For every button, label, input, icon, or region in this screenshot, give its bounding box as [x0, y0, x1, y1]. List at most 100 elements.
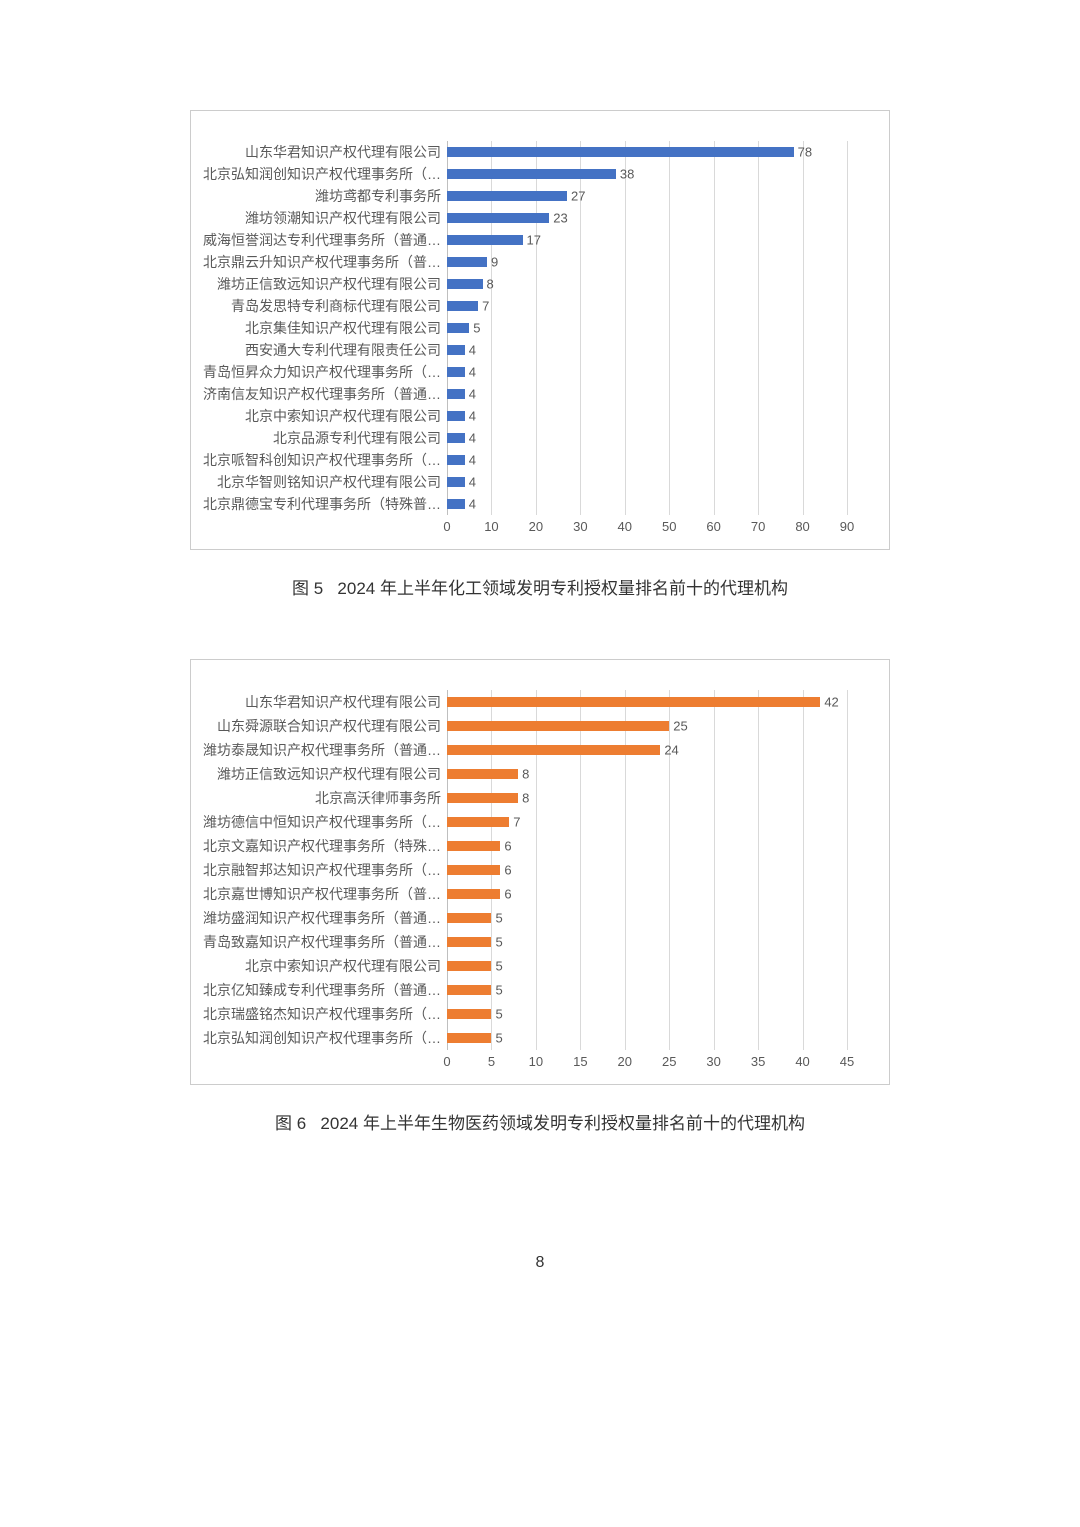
bar-row: 潍坊德信中恒知识产权代理事务所（… 7	[191, 810, 859, 834]
bar-row: 北京中索知识产权代理有限公司 4	[191, 405, 859, 427]
bar-value: 5	[495, 1031, 502, 1046]
page: 山东华君知识产权代理有限公司 7 8 北京弘知润创知识产权代理事务所（… 38 潍…	[0, 0, 1080, 1332]
bar	[447, 367, 465, 377]
chart-6-caption: 图 6 2024 年上半年生物医药领域发明专利授权量排名前十的代理机构	[0, 1109, 1080, 1134]
caption-text: 2024 年上半年生物医药领域发明专利授权量排名前十的代理机构	[320, 1114, 805, 1133]
bar	[447, 433, 465, 443]
x-tick: 45	[840, 1054, 854, 1069]
x-tick: 0	[443, 519, 450, 534]
bar-plot: 5	[447, 317, 859, 339]
bar-value: 6	[504, 887, 511, 902]
bar-label: 北京高沃律师事务所	[191, 788, 447, 808]
bar-label: 山东舜源联合知识产权代理有限公司	[191, 716, 447, 736]
bar	[447, 191, 567, 201]
bar-value: 4	[469, 453, 476, 468]
caption-prefix: 图 6	[275, 1114, 306, 1133]
bar-row: 北京华智则铭知识产权代理有限公司 4	[191, 471, 859, 493]
bar	[447, 961, 491, 971]
x-tick: 10	[529, 1054, 543, 1069]
bar	[447, 817, 509, 827]
chart-5-container: 山东华君知识产权代理有限公司 78 北京弘知润创知识产权代理事务所（… 38 潍…	[190, 110, 890, 550]
bar-plot: 4	[447, 361, 859, 383]
bar-value: 9	[491, 255, 498, 270]
bar	[447, 389, 465, 399]
bar-plot: 4	[447, 339, 859, 361]
bar-label: 潍坊鸢都专利事务所	[191, 186, 447, 206]
bar-plot: 6	[447, 834, 859, 858]
caption-prefix: 图 5	[292, 579, 323, 598]
bar-label: 北京弘知润创知识产权代理事务所（…	[191, 164, 447, 184]
bar-row: 北京弘知润创知识产权代理事务所（… 5	[191, 1026, 859, 1050]
bar-value: 6	[504, 839, 511, 854]
bars-layer: 山东华君知识产权代理有限公司 42 山东舜源联合知识产权代理有限公司 25 潍坊…	[191, 690, 859, 1050]
bar-plot: 5	[447, 930, 859, 954]
bar-value: 5	[495, 983, 502, 998]
bar-row: 北京瑞盛铭杰知识产权代理事务所（… 5	[191, 1002, 859, 1026]
bar-plot: 8	[447, 762, 859, 786]
bar-label: 北京鼎云升知识产权代理事务所（普…	[191, 252, 447, 272]
bar-label: 山东华君知识产权代理有限公司	[191, 692, 447, 712]
page-number: 8	[0, 1254, 1080, 1272]
x-tick: 40	[618, 519, 632, 534]
bar-plot: 7	[447, 810, 859, 834]
bar-plot: 5	[447, 906, 859, 930]
bar	[447, 499, 465, 509]
bar-row: 北京高沃律师事务所 8	[191, 786, 859, 810]
bar-row: 北京哌智科创知识产权代理事务所（… 4	[191, 449, 859, 471]
x-tick: 60	[706, 519, 720, 534]
bar-plot: 25	[447, 714, 859, 738]
x-tick: 50	[662, 519, 676, 534]
bar-value: 4	[469, 343, 476, 358]
bar-plot: 5	[447, 978, 859, 1002]
x-tick: 10	[484, 519, 498, 534]
bar-plot: 4	[447, 471, 859, 493]
bar-plot: 4	[447, 427, 859, 449]
bar-row: 济南信友知识产权代理事务所（普通… 4	[191, 383, 859, 405]
bar-row: 北京弘知润创知识产权代理事务所（… 38	[191, 163, 859, 185]
bar-value: 8	[522, 767, 529, 782]
bar-value: 6	[504, 863, 511, 878]
bar-value: 4	[469, 409, 476, 424]
bar-plot: 9	[447, 251, 859, 273]
bar-plot: 7	[447, 295, 859, 317]
bar-row: 青岛发思特专利商标代理有限公司 7	[191, 295, 859, 317]
bar-value: 23	[553, 211, 567, 226]
bar-plot: 8	[447, 273, 859, 295]
bar-label: 青岛致嘉知识产权代理事务所（普通…	[191, 932, 447, 952]
bars-layer: 山东华君知识产权代理有限公司 78 北京弘知润创知识产权代理事务所（… 38 潍…	[191, 141, 859, 515]
bar-plot: 27	[447, 185, 859, 207]
bar-plot: 6	[447, 858, 859, 882]
bar-label: 北京嘉世博知识产权代理事务所（普…	[191, 884, 447, 904]
bar-row: 北京集佳知识产权代理有限公司 5	[191, 317, 859, 339]
chart-6-plot: 山东华君知识产权代理有限公司 42 山东舜源联合知识产权代理有限公司 25 潍坊…	[191, 660, 889, 1084]
bar-value: 4	[469, 475, 476, 490]
x-tick: 30	[573, 519, 587, 534]
bar-value: 8	[522, 791, 529, 806]
x-tick: 20	[618, 1054, 632, 1069]
bar-row: 北京品源专利代理有限公司 4	[191, 427, 859, 449]
bar	[447, 345, 465, 355]
bar	[447, 147, 794, 157]
bar	[447, 301, 478, 311]
bar-value: 8	[487, 277, 494, 292]
bar-label: 青岛发思特专利商标代理有限公司	[191, 296, 447, 316]
bar	[447, 841, 500, 851]
bar-label: 青岛恒昇众力知识产权代理事务所（…	[191, 362, 447, 382]
bar	[447, 411, 465, 421]
bar-label: 北京集佳知识产权代理有限公司	[191, 318, 447, 338]
bars-wrapper: 山东华君知识产权代理有限公司 78 北京弘知润创知识产权代理事务所（… 38 潍…	[191, 141, 859, 515]
bar-plot: 8	[447, 786, 859, 810]
bar-label: 北京鼎德宝专利代理事务所（特殊普…	[191, 494, 447, 514]
bar-row: 潍坊鸢都专利事务所 27	[191, 185, 859, 207]
bar-row: 潍坊正信致远知识产权代理有限公司 8	[191, 762, 859, 786]
bar-row: 西安通大专利代理有限责任公司 4	[191, 339, 859, 361]
bar-row: 山东舜源联合知识产权代理有限公司 25	[191, 714, 859, 738]
x-tick: 0	[443, 1054, 450, 1069]
bar-row: 潍坊正信致远知识产权代理有限公司 8	[191, 273, 859, 295]
bar-row: 北京鼎云升知识产权代理事务所（普… 9	[191, 251, 859, 273]
bar-label: 北京中索知识产权代理有限公司	[191, 406, 447, 426]
bar-label: 北京中索知识产权代理有限公司	[191, 956, 447, 976]
bar-plot: 17	[447, 229, 859, 251]
bar	[447, 793, 518, 803]
bar-label: 潍坊德信中恒知识产权代理事务所（…	[191, 812, 447, 832]
